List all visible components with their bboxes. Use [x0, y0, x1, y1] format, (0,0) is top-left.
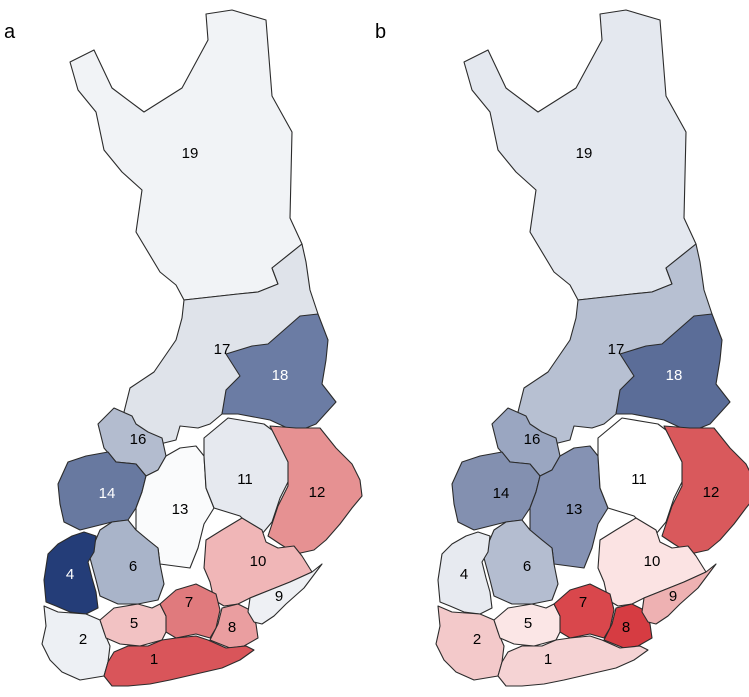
map-panel-a: 19 17 18 16 14 13 11 12 10 6 4 2 5 7 8 9 1 — [41, 9, 363, 687]
region-label-1-b: 1 — [544, 651, 552, 668]
region-9-a — [247, 563, 323, 625]
region-6-b — [483, 519, 559, 605]
region-label-7-a: 7 — [185, 594, 193, 611]
region-label-1-a: 1 — [150, 651, 158, 668]
region-label-5-b: 5 — [524, 615, 532, 632]
region-18-a — [221, 313, 337, 433]
region-4-a — [43, 531, 99, 615]
region-label-7-b: 7 — [579, 594, 587, 611]
region-label-13-a: 13 — [172, 501, 189, 518]
region-label-9-a: 9 — [275, 588, 283, 605]
region-label-4-a: 4 — [66, 566, 74, 583]
region-7-a — [159, 583, 221, 639]
region-label-16-b: 16 — [524, 431, 541, 448]
panel-letter-a: a — [4, 21, 16, 43]
map-panel-b: 19 17 18 16 14 13 11 12 10 6 4 2 5 7 8 9 1 — [435, 9, 749, 687]
region-label-6-b: 6 — [523, 558, 531, 575]
region-label-14-a: 14 — [99, 485, 116, 502]
region-4-b — [437, 531, 493, 615]
region-label-12-b: 12 — [703, 484, 720, 501]
region-label-12-a: 12 — [309, 484, 326, 501]
region-1-b — [497, 635, 649, 687]
region-label-4-b: 4 — [460, 566, 468, 583]
region-label-16-a: 16 — [130, 431, 147, 448]
region-label-19-a: 19 — [182, 145, 199, 162]
region-label-10-a: 10 — [250, 553, 267, 570]
region-9-b — [641, 563, 717, 625]
region-label-18-b: 18 — [666, 367, 683, 384]
region-label-17-a: 17 — [214, 341, 231, 358]
region-label-6-a: 6 — [129, 558, 137, 575]
region-label-5-a: 5 — [130, 615, 138, 632]
region-label-8-b: 8 — [622, 619, 630, 636]
region-12-b — [661, 425, 749, 555]
region-label-14-b: 14 — [493, 485, 510, 502]
region-11-b — [597, 417, 685, 535]
panel-letter-b: b — [375, 21, 386, 43]
region-label-11-a: 11 — [237, 471, 253, 488]
region-11-a — [203, 417, 291, 535]
region-label-13-b: 13 — [566, 501, 583, 518]
region-label-9-b: 9 — [669, 588, 677, 605]
region-13-b — [529, 445, 609, 569]
region-7-b — [553, 583, 615, 639]
region-6-a — [89, 519, 165, 605]
region-13-a — [135, 445, 215, 569]
region-label-2-a: 2 — [79, 631, 87, 648]
region-2-a — [41, 605, 111, 681]
region-label-19-b: 19 — [576, 145, 593, 162]
region-label-10-b: 10 — [644, 553, 661, 570]
region-1-a — [103, 635, 255, 687]
region-label-2-b: 2 — [473, 631, 481, 648]
region-label-8-a: 8 — [228, 619, 236, 636]
region-12-a — [267, 425, 363, 555]
region-label-11-b: 11 — [631, 471, 647, 488]
region-label-17-b: 17 — [608, 341, 625, 358]
region-2-b — [435, 605, 505, 681]
region-18-b — [615, 313, 731, 433]
region-label-18-a: 18 — [272, 367, 289, 384]
